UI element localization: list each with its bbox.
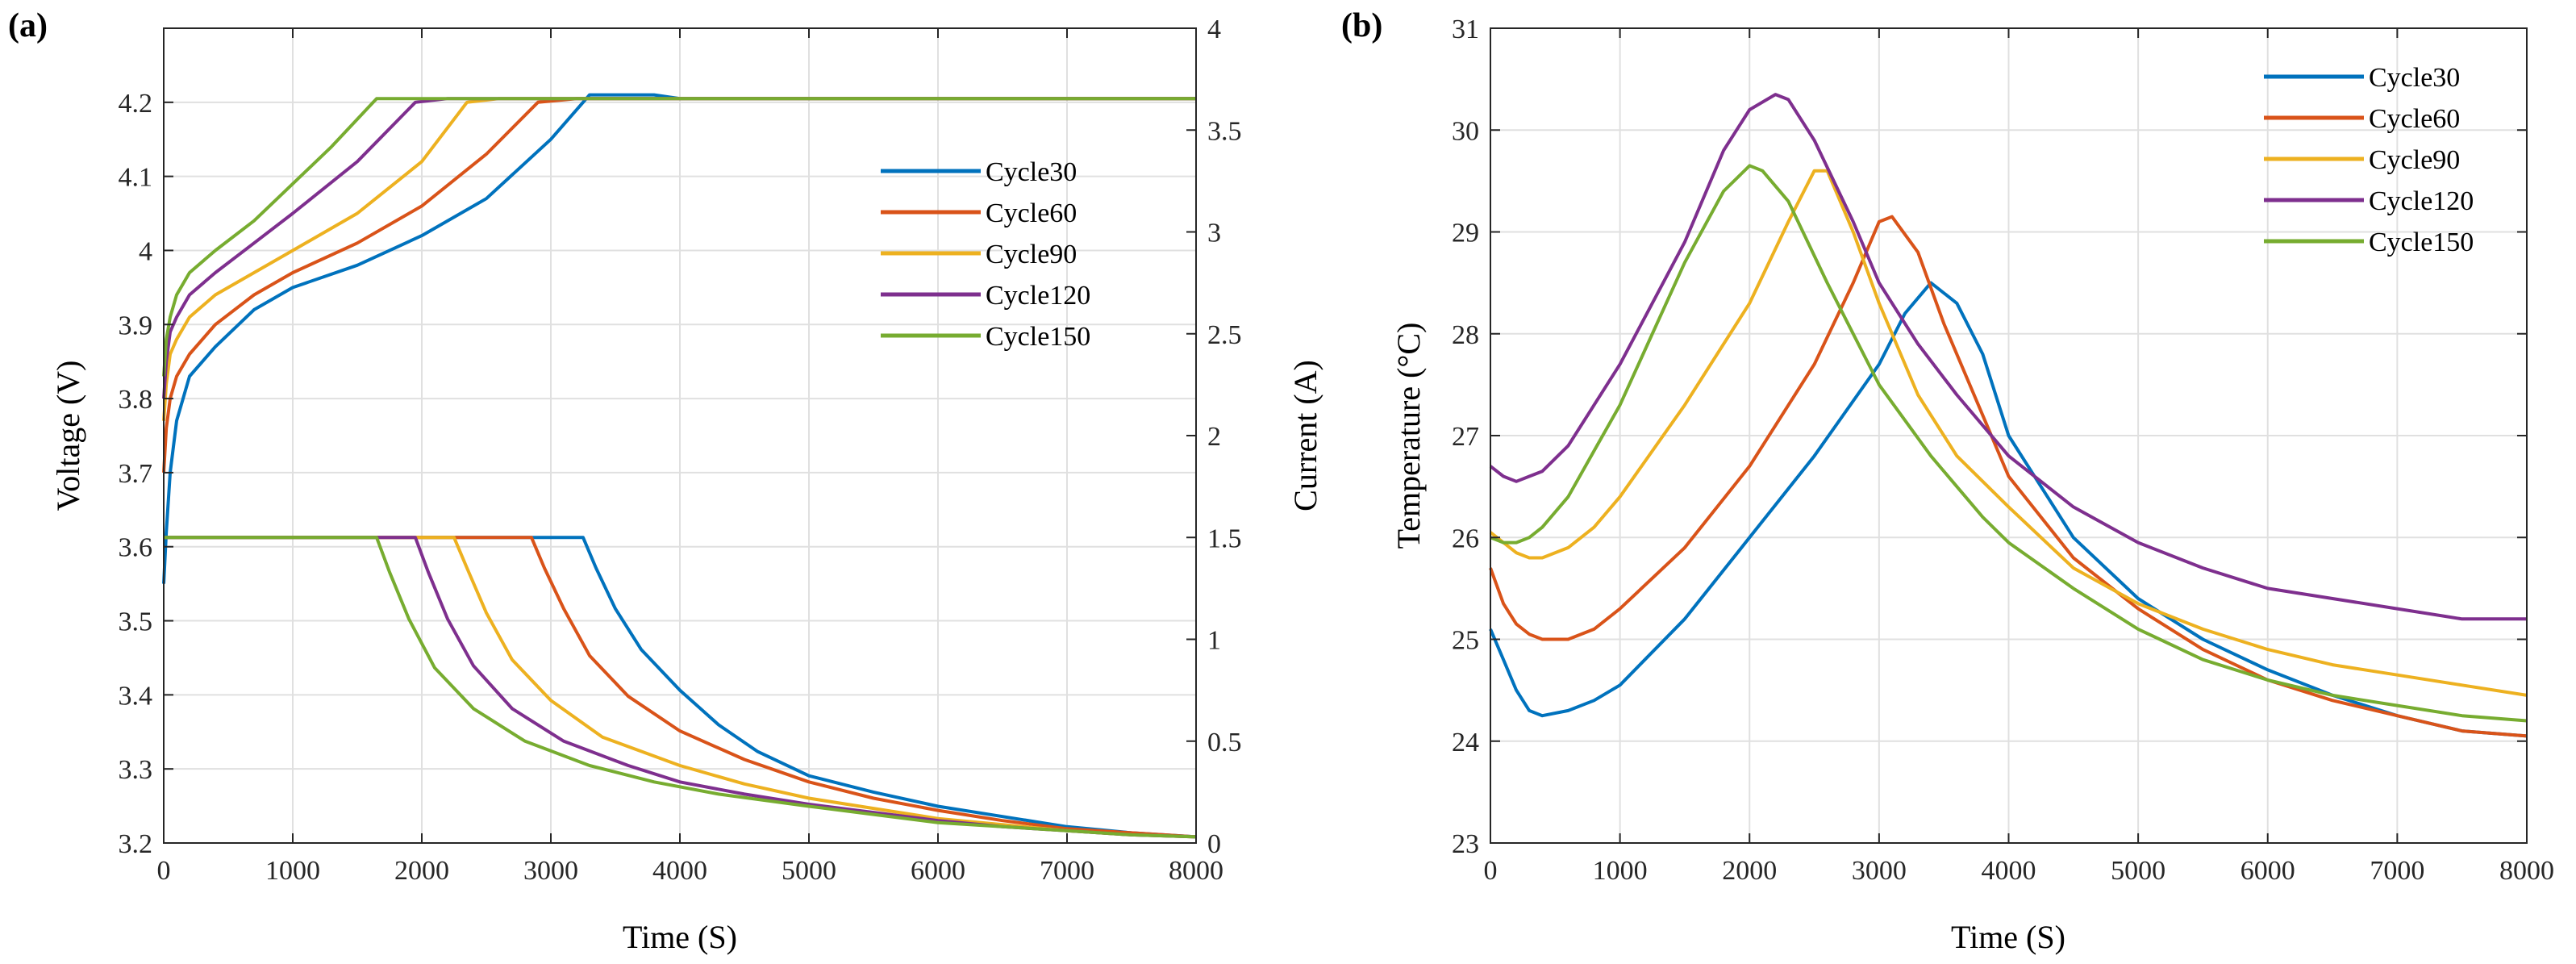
legend-label-cycle120: Cycle120: [986, 281, 1090, 311]
x-tick-label: 5000: [782, 856, 836, 886]
series-line-cycle150-voltage: [162, 97, 1196, 377]
legend-label-cycle120: Cycle120: [2369, 186, 2474, 216]
x-tick-label: 6000: [911, 856, 965, 886]
series-line-cycle150-current: [164, 536, 1197, 839]
panel-b-label: (b): [1341, 7, 1382, 44]
y-right-tick-label: 2.5: [1207, 320, 1242, 350]
y-tick-label: 23: [1452, 829, 1479, 859]
y-tick-label: 4: [139, 236, 152, 266]
x-tick-label: 4000: [652, 856, 707, 886]
y-tick-label: 29: [1452, 219, 1479, 248]
panel-a-y-ticks: 3.2 3.3 3.4 3.5 3.6 3.7 3.8 3.9 4 4.1 4.2: [119, 89, 173, 859]
x-tick-label: 4000: [1982, 856, 2036, 886]
panel-b-legend: Cycle30 Cycle60 Cycle90 Cycle120 Cycle150: [2264, 63, 2474, 257]
y-tick-label: 24: [1452, 728, 1479, 757]
x-tick-label: 5000: [2111, 856, 2165, 886]
y-tick-label: 30: [1452, 116, 1479, 146]
legend-label-cycle30: Cycle30: [2369, 63, 2460, 93]
panel-b-y-ticks: 23 24 25 26 27 28 29 30 31: [1452, 15, 2527, 859]
y-right-tick-label: 0: [1207, 829, 1221, 859]
panel-a-lines: [162, 93, 1197, 839]
y-tick-label: 4.2: [119, 89, 153, 119]
y-tick-label: 27: [1452, 422, 1479, 452]
panel-b-lines: [1489, 93, 2528, 738]
legend-label-cycle90: Cycle90: [986, 240, 1077, 269]
panel-a-legend: Cycle30 Cycle60 Cycle90 Cycle120 Cycle150: [881, 157, 1090, 352]
panel-a-x-ticks: 0 1000 2000 3000 4000 5000 6000 7000 8000: [157, 28, 1223, 886]
series-line-cycle60: [1489, 215, 2528, 738]
y-tick-label: 3.8: [119, 385, 153, 415]
y-tick-label: 3.5: [119, 607, 153, 637]
y-tick-label: 3.6: [119, 533, 153, 563]
panel-b-y-axis-label: Temperature (°C): [1390, 323, 1427, 549]
series-line-cycle30: [1489, 281, 2528, 738]
y-right-tick-label: 1: [1207, 626, 1221, 656]
series-line-cycle120: [1489, 93, 2527, 621]
y-tick-label: 3.3: [119, 755, 153, 785]
panel-a-grid: [163, 28, 1197, 844]
legend-label-cycle60: Cycle60: [986, 198, 1077, 228]
panel-a-chart: (a) 0 1000 2000 3000 4000 5000 6000 7000 8000 3.…: [8, 7, 1323, 955]
y-tick-label: 3.9: [119, 311, 153, 340]
x-tick-label: 6000: [2240, 856, 2295, 886]
y-right-tick-label: 4: [1207, 15, 1221, 44]
x-tick-label: 0: [157, 856, 171, 886]
legend-label-cycle90: Cycle90: [2369, 145, 2460, 175]
panel-b-x-ticks: 0 1000 2000 3000 4000 5000 6000 7000 8000: [1484, 28, 2554, 886]
y-right-tick-label: 3.5: [1207, 116, 1242, 146]
y-tick-label: 25: [1452, 626, 1479, 656]
y-tick-label: 31: [1452, 15, 1479, 44]
panel-a-y-right-axis-label: Current (A): [1287, 360, 1323, 511]
x-tick-label: 3000: [523, 856, 578, 886]
y-tick-label: 3.7: [119, 459, 153, 489]
y-right-tick-label: 3: [1207, 219, 1221, 248]
legend-label-cycle150: Cycle150: [986, 322, 1090, 352]
series-line-cycle90: [1489, 169, 2528, 697]
x-tick-label: 1000: [1593, 856, 1648, 886]
y-tick-label: 26: [1452, 524, 1479, 553]
x-tick-label: 2000: [1722, 856, 1777, 886]
legend-label-cycle150: Cycle150: [2369, 227, 2474, 257]
series-line-cycle150: [1490, 164, 2528, 723]
y-tick-label: 28: [1452, 320, 1479, 350]
x-tick-label: 0: [1484, 856, 1498, 886]
y-tick-label: 3.4: [119, 681, 153, 711]
panel-a-label: (a): [8, 7, 48, 44]
legend-label-cycle60: Cycle60: [2369, 104, 2460, 134]
panel-a-y-right-ticks: 0 0.5 1 1.5 2 2.5 3 3.5 4: [1186, 15, 1242, 859]
panel-a-x-axis-label: Time (S): [623, 919, 737, 955]
x-tick-label: 7000: [2370, 856, 2424, 886]
x-tick-label: 8000: [2499, 856, 2554, 886]
series-line-cycle30-current: [164, 536, 1197, 839]
panel-b-x-axis-label: Time (S): [1951, 919, 2065, 955]
y-right-tick-label: 0.5: [1207, 728, 1242, 757]
panel-b-chart: (b) 0 1000 2000 3000 4000 5000 6000 7000 8000 23…: [1341, 7, 2554, 955]
series-line-cycle60-current: [164, 536, 1197, 839]
y-right-tick-label: 2: [1207, 422, 1221, 452]
panel-a-y-axis-label: Voltage (V): [50, 361, 86, 511]
y-right-tick-label: 1.5: [1207, 524, 1242, 553]
x-tick-label: 8000: [1169, 856, 1223, 886]
y-tick-label: 3.2: [119, 829, 153, 859]
x-tick-label: 3000: [1852, 856, 1907, 886]
legend-label-cycle30: Cycle30: [986, 157, 1077, 187]
x-tick-label: 7000: [1040, 856, 1094, 886]
x-tick-label: 1000: [265, 856, 320, 886]
x-tick-label: 2000: [394, 856, 449, 886]
y-tick-label: 4.1: [119, 163, 153, 193]
